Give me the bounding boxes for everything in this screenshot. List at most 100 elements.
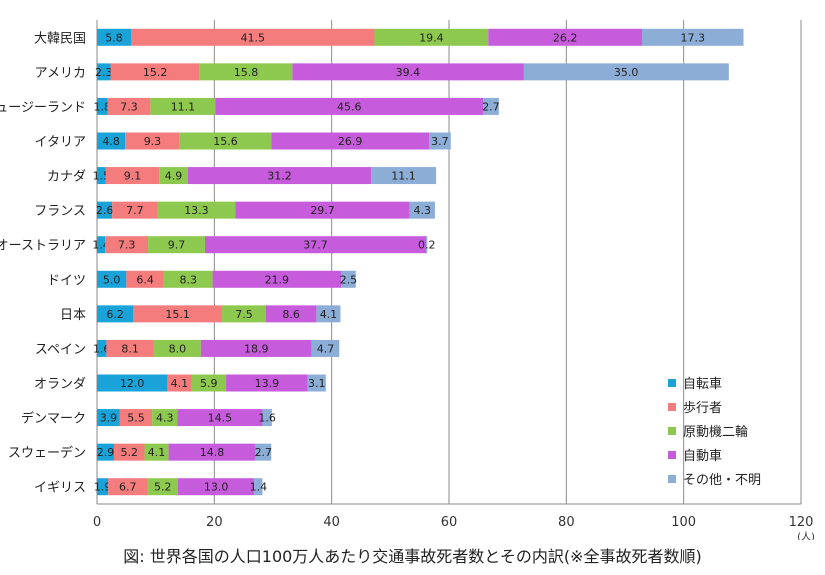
- bar-segment: [488, 28, 643, 46]
- data-label: 39.4: [396, 66, 421, 79]
- data-label: 0.2: [418, 239, 436, 252]
- data-label: 6.4: [136, 273, 154, 286]
- bar-segment: [97, 443, 115, 461]
- data-label: 4.7: [317, 342, 335, 355]
- bar-segment: [106, 339, 154, 357]
- bar-segment: [374, 28, 489, 46]
- data-label: 17.3: [681, 31, 706, 44]
- legend-swatch: [668, 475, 676, 483]
- data-label: 29.7: [310, 204, 335, 217]
- data-label: 7.3: [118, 239, 136, 252]
- x-tick-label: 40: [323, 515, 340, 530]
- data-label: 1.8: [94, 100, 112, 113]
- category-label: カナダ: [47, 170, 86, 185]
- bar-segment: [97, 28, 132, 46]
- x-tick-label: 60: [441, 515, 458, 530]
- bar-segment: [105, 167, 160, 185]
- data-label: 35.0: [614, 66, 639, 79]
- bar-segment: [642, 28, 744, 46]
- bar-segment: [168, 443, 256, 461]
- bar-segment: [255, 443, 272, 461]
- data-label: 4.3: [156, 412, 174, 425]
- bar-segment: [235, 201, 410, 219]
- bar-segment: [97, 478, 109, 496]
- bar-segment: [199, 63, 293, 81]
- data-label: 12.0: [120, 377, 145, 390]
- data-label: 21.9: [265, 273, 290, 286]
- bar-segment: [108, 478, 148, 496]
- figure-caption: 図: 世界各国の人口100万人あたり交通事故死者数とその内訳(※全事故死者数順): [123, 547, 702, 566]
- legend-label: 歩行者: [683, 401, 722, 416]
- bar-segment: [126, 270, 164, 288]
- data-label: 2.7: [482, 100, 500, 113]
- data-label: 4.1: [171, 377, 189, 390]
- data-label: 5.9: [200, 377, 218, 390]
- data-label: 3.7: [431, 135, 449, 148]
- bar-segment: [97, 339, 107, 357]
- data-label: 5.8: [105, 31, 123, 44]
- data-label: 15.6: [213, 135, 238, 148]
- x-tick-label: 80: [558, 515, 575, 530]
- data-label: 8.0: [169, 342, 187, 355]
- data-label: 1.6: [258, 412, 276, 425]
- data-label: 2.9: [97, 446, 115, 459]
- category-label: オーストラリア: [0, 239, 86, 254]
- bar-segment: [429, 132, 451, 150]
- x-tick-label: 0: [93, 515, 101, 530]
- category-label: 大韓民国: [34, 31, 86, 46]
- data-label: 4.8: [102, 135, 120, 148]
- data-label: 7.5: [235, 308, 253, 321]
- bar-segment: [133, 305, 222, 323]
- data-label: 11.1: [391, 170, 416, 183]
- data-label: 26.2: [553, 31, 578, 44]
- x-tick-label: 120: [789, 515, 814, 530]
- data-label: 5.0: [103, 273, 121, 286]
- bar-segment: [97, 270, 127, 288]
- bar-segment: [97, 201, 113, 219]
- bar-segment: [177, 409, 263, 427]
- data-label: 9.7: [168, 239, 186, 252]
- data-label: 5.2: [154, 481, 172, 494]
- bar-segment: [97, 374, 168, 392]
- bar-segment: [112, 201, 158, 219]
- category-label: ドイツ: [47, 273, 86, 288]
- legend-label: 原動機二輪: [683, 424, 748, 440]
- bar-segment: [187, 167, 371, 185]
- stacked-bar-chart: 0 20 40 60 80 100 120(人) 大韓民国 5.8 41.5 19.4 26.2 17.…: [0, 20, 815, 540]
- data-label: 6.2: [106, 308, 124, 321]
- data-label: 15.1: [165, 308, 190, 321]
- x-tick-label: 100: [671, 515, 696, 530]
- data-label: 5.2: [121, 446, 139, 459]
- bar-segment: [204, 236, 427, 254]
- bar-segment: [307, 374, 326, 392]
- bar-segment: [212, 270, 342, 288]
- data-label: 7.3: [120, 100, 138, 113]
- bar-segment: [97, 63, 111, 81]
- bar-segment: [97, 132, 126, 150]
- data-label: 3.1: [308, 377, 326, 390]
- data-label: 9.3: [144, 135, 162, 148]
- data-label: 13.0: [204, 481, 229, 494]
- bar-segment: [152, 409, 178, 427]
- legend-label: その他・不明: [683, 473, 761, 488]
- bar-segment: [370, 167, 437, 185]
- data-label: 1.9: [94, 481, 112, 494]
- data-label: 45.6: [337, 100, 362, 113]
- data-label: 26.9: [338, 135, 363, 148]
- data-label: 4.1: [320, 308, 338, 321]
- bar-segment: [125, 132, 180, 150]
- bar-segment: [153, 339, 201, 357]
- bar-segment: [97, 167, 106, 185]
- bar-segment: [226, 374, 308, 392]
- bar-segment: [107, 97, 151, 115]
- data-label: 7.7: [126, 204, 144, 217]
- data-label: 5.5: [127, 412, 145, 425]
- category-label: スペイン: [35, 342, 86, 357]
- bar-segment: [105, 236, 149, 254]
- bar-segment: [114, 443, 145, 461]
- bar-segment: [167, 374, 192, 392]
- bar-segment: [292, 63, 524, 81]
- bar-segment: [215, 97, 484, 115]
- data-label: 4.3: [414, 204, 432, 217]
- data-label: 14.8: [200, 446, 225, 459]
